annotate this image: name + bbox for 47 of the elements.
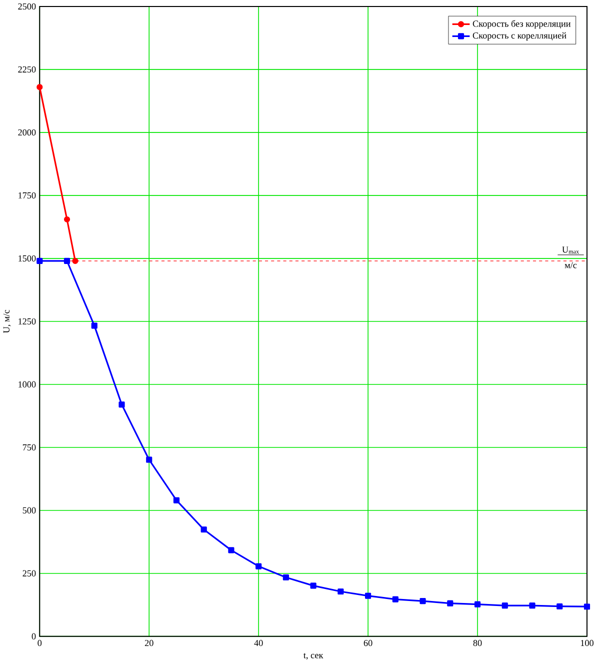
point xyxy=(556,603,563,610)
y-tick-label: 1250 xyxy=(18,318,36,324)
point xyxy=(36,258,43,264)
y-tick-label: 1500 xyxy=(18,255,36,262)
point xyxy=(64,216,70,222)
y-tick-label: 1750 xyxy=(18,192,36,199)
point xyxy=(118,402,125,408)
point xyxy=(364,592,371,599)
x-tick-label: 20 xyxy=(144,640,154,646)
y-axis-title: U, м/с xyxy=(3,310,11,333)
point xyxy=(64,258,70,264)
y-tick-label: 500 xyxy=(22,507,36,514)
y-tick-label: 0 xyxy=(32,633,36,640)
point xyxy=(584,604,590,610)
point xyxy=(72,258,78,264)
y-tick-label: 2250 xyxy=(18,66,36,73)
point xyxy=(446,600,454,606)
x-tick-label: 60 xyxy=(364,640,372,646)
point xyxy=(146,456,152,463)
y-tick-label: 2000 xyxy=(18,129,36,136)
point xyxy=(173,497,180,504)
point xyxy=(255,563,262,570)
x-tick-label: 100 xyxy=(580,640,594,646)
point xyxy=(392,596,398,602)
x-tick-label: 0 xyxy=(38,640,42,646)
point xyxy=(91,322,98,329)
y-tick-label: 2500 xyxy=(18,3,36,10)
point xyxy=(282,574,289,580)
y-tick-label: 250 xyxy=(22,570,36,576)
legend-label: Скорость с корелляцией xyxy=(472,32,566,40)
point xyxy=(36,84,43,90)
point xyxy=(502,602,508,609)
point xyxy=(338,588,344,595)
y-tick-label: 1000 xyxy=(18,381,36,388)
y-tick-label: 750 xyxy=(22,444,36,450)
point xyxy=(474,601,480,608)
point xyxy=(529,602,536,609)
x-tick-label: 40 xyxy=(254,640,263,646)
x-tick-label: 80 xyxy=(473,640,482,646)
point xyxy=(200,526,207,533)
point xyxy=(420,598,426,604)
x-axis-title: t, сек xyxy=(303,653,324,660)
annotation: м/с xyxy=(564,262,577,268)
point xyxy=(310,582,316,589)
point xyxy=(228,547,234,554)
legend-label: Скорость без корреляции xyxy=(472,20,570,29)
ref-line-label: U$_{max}$ xyxy=(562,246,579,254)
